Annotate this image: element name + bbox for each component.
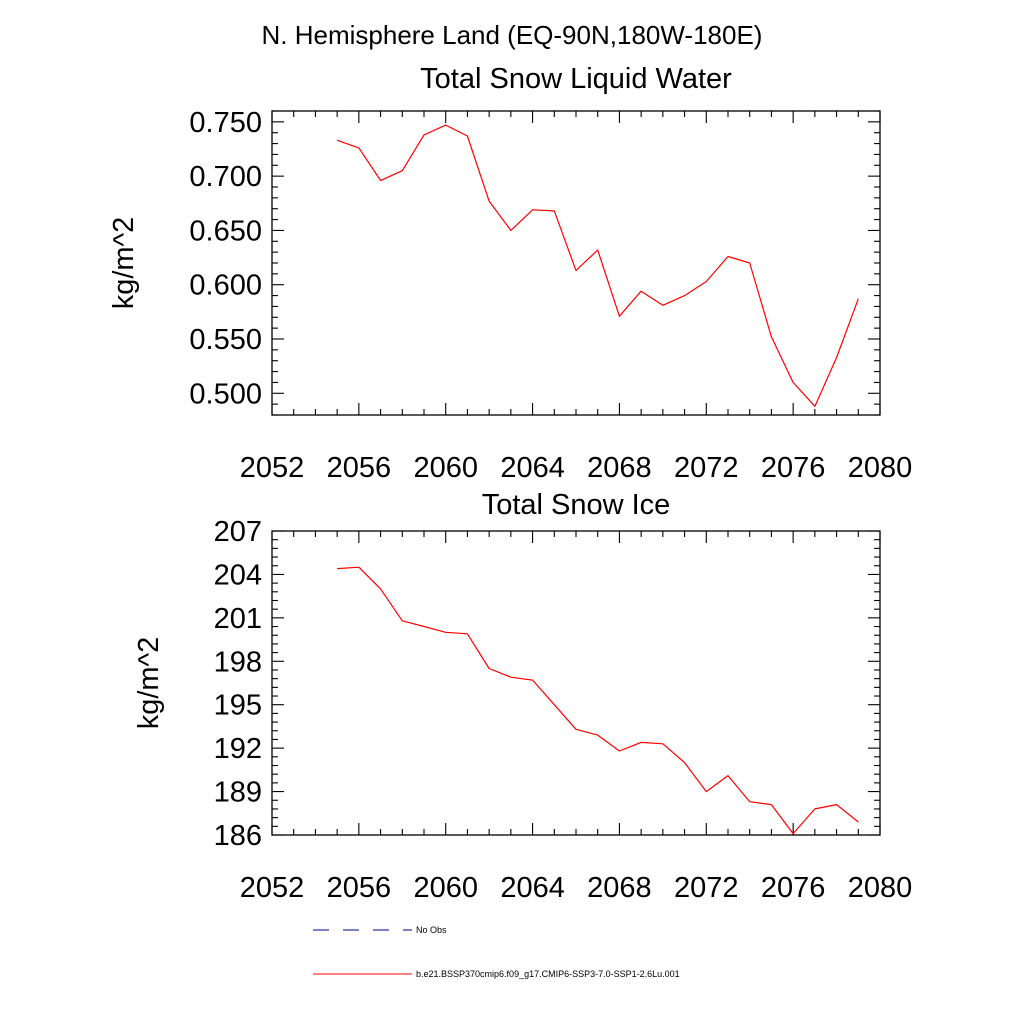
y-tick-label: 0.700 xyxy=(189,161,262,193)
legend-label-no-obs: No Obs xyxy=(416,925,447,935)
y-tick-label: 192 xyxy=(214,733,262,765)
y-tick-label: 195 xyxy=(214,690,262,722)
series-line xyxy=(337,566,859,835)
y-tick-label: 186 xyxy=(214,820,262,852)
x-tick-label: 2060 xyxy=(413,872,478,904)
panel-total-snow-ice: Total Snow Ice kg/m^2 2052 2056 2060 2064 2068… xyxy=(133,489,912,904)
y-tick-label: 0.500 xyxy=(189,378,262,410)
y-tick-label: 0.600 xyxy=(189,270,262,302)
series-line xyxy=(336,124,859,407)
panel-title: Total Snow Ice xyxy=(482,489,671,521)
x-tick-label: 2068 xyxy=(587,452,652,484)
x-tick-label: 2064 xyxy=(500,872,565,904)
x-tick-label: 2060 xyxy=(413,452,478,484)
y-tick-label: 207 xyxy=(214,516,262,548)
x-tick-label: 2064 xyxy=(500,452,565,484)
x-tick-label: 2052 xyxy=(240,452,305,484)
legend-label-model-run: b.e21.BSSP370cmip6.f09_g17.CMIP6-SSP3-7.… xyxy=(416,969,680,979)
y-axis-label: kg/m^2 xyxy=(133,637,165,730)
y-tick-label: 204 xyxy=(214,559,262,591)
legend: No Obs b.e21.BSSP370cmip6.f09_g17.CMIP6-… xyxy=(313,925,680,979)
x-tick-label: 2080 xyxy=(848,872,913,904)
x-tick-label: 2052 xyxy=(240,872,305,904)
plot-frame xyxy=(271,530,881,836)
x-tick-label: 2056 xyxy=(327,872,392,904)
plot-frame xyxy=(271,110,881,416)
x-tick-label: 2076 xyxy=(761,872,826,904)
x-tick-label: 2080 xyxy=(848,452,913,484)
y-tick-label: 201 xyxy=(214,603,262,635)
panel-title: Total Snow Liquid Water xyxy=(420,63,732,95)
x-tick-label: 2056 xyxy=(327,452,392,484)
y-tick-label: 0.550 xyxy=(189,324,262,356)
y-tick-label: 0.750 xyxy=(189,107,262,139)
x-tick-label: 2072 xyxy=(674,452,739,484)
y-tick-label: 198 xyxy=(214,646,262,678)
figure-title: N. Hemisphere Land (EQ-90N,180W-180E) xyxy=(262,20,763,50)
y-tick-label: 189 xyxy=(214,777,262,809)
x-tick-label: 2068 xyxy=(587,872,652,904)
y-tick-label: 0.650 xyxy=(189,215,262,247)
x-tick-label: 2076 xyxy=(761,452,826,484)
panel-total-snow-liquid-water: Total Snow Liquid Water kg/m^2 2052 2056 206… xyxy=(108,63,912,484)
y-axis-label: kg/m^2 xyxy=(108,217,140,310)
x-tick-label: 2072 xyxy=(674,872,739,904)
